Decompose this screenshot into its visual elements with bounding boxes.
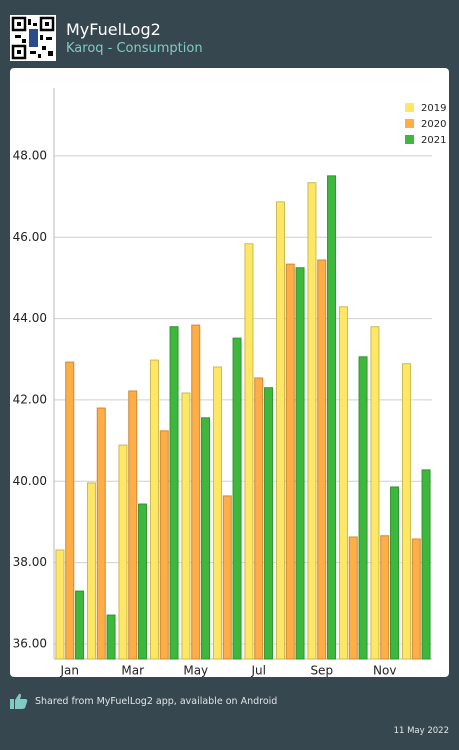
bar bbox=[295, 267, 305, 660]
app-subtitle: Karoq - Consumption bbox=[66, 41, 203, 56]
x-tick-label: Jan bbox=[60, 664, 80, 678]
bar bbox=[338, 306, 348, 660]
share-note: Shared from MyFuelLog2 app, available on… bbox=[35, 696, 278, 707]
chart: 36.00 38.00 40.00 42.00 44.00 46.00 48.00 Jan Ma… bbox=[13, 88, 446, 678]
bar bbox=[232, 337, 242, 660]
y-tick-label: 44.00 bbox=[13, 311, 47, 325]
bar bbox=[370, 326, 380, 660]
bar bbox=[201, 417, 211, 660]
x-tick-label: Nov bbox=[373, 664, 396, 678]
bar bbox=[411, 538, 421, 660]
bar bbox=[390, 486, 400, 660]
bar bbox=[327, 175, 337, 660]
bar bbox=[307, 182, 317, 660]
bar bbox=[285, 263, 295, 660]
legend-swatch bbox=[405, 135, 414, 144]
app-title: MyFuelLog2 bbox=[66, 20, 161, 39]
y-tick-label: 36.00 bbox=[13, 636, 47, 650]
bar bbox=[55, 549, 65, 660]
bar bbox=[159, 430, 169, 660]
legend-swatch bbox=[405, 119, 414, 128]
bar bbox=[358, 356, 368, 660]
y-tick-label: 42.00 bbox=[13, 392, 47, 406]
bar bbox=[169, 326, 179, 660]
y-tick-label: 48.00 bbox=[13, 148, 47, 162]
share-date: 11 May 2022 bbox=[393, 726, 449, 736]
bar bbox=[380, 535, 390, 660]
bar bbox=[86, 482, 96, 660]
x-tick-label: May bbox=[183, 664, 208, 678]
y-tick-label: 46.00 bbox=[13, 230, 47, 244]
bar bbox=[191, 324, 201, 660]
bar bbox=[138, 503, 148, 660]
bar bbox=[401, 363, 411, 660]
bar bbox=[75, 590, 85, 660]
bar bbox=[96, 407, 106, 660]
bar bbox=[317, 259, 327, 660]
bar bbox=[348, 536, 358, 660]
bar bbox=[275, 201, 285, 660]
x-tick-label: Sep bbox=[310, 664, 333, 678]
legend-label: 2021 bbox=[421, 135, 446, 146]
bar bbox=[212, 366, 222, 660]
legend-label: 2020 bbox=[421, 119, 446, 130]
bar bbox=[254, 377, 264, 660]
like-icon bbox=[10, 693, 28, 709]
y-tick-label: 38.00 bbox=[13, 555, 47, 569]
chart-card: 36.00 38.00 40.00 42.00 44.00 46.00 48.00 Jan Ma… bbox=[10, 68, 449, 677]
bar bbox=[65, 361, 75, 660]
bar bbox=[128, 390, 138, 660]
bar bbox=[244, 243, 254, 660]
bar bbox=[421, 469, 431, 660]
bar bbox=[149, 359, 159, 660]
bar bbox=[106, 614, 116, 660]
app-icon bbox=[10, 15, 56, 61]
bar bbox=[264, 387, 274, 660]
bar bbox=[181, 392, 191, 660]
legend-swatch bbox=[405, 103, 414, 112]
legend-label: 2019 bbox=[421, 103, 446, 114]
bar bbox=[222, 495, 232, 660]
x-tick-label: Jul bbox=[251, 664, 266, 678]
x-tick-label: Mar bbox=[121, 664, 144, 678]
bar bbox=[118, 444, 128, 660]
y-tick-label: 40.00 bbox=[13, 474, 47, 488]
